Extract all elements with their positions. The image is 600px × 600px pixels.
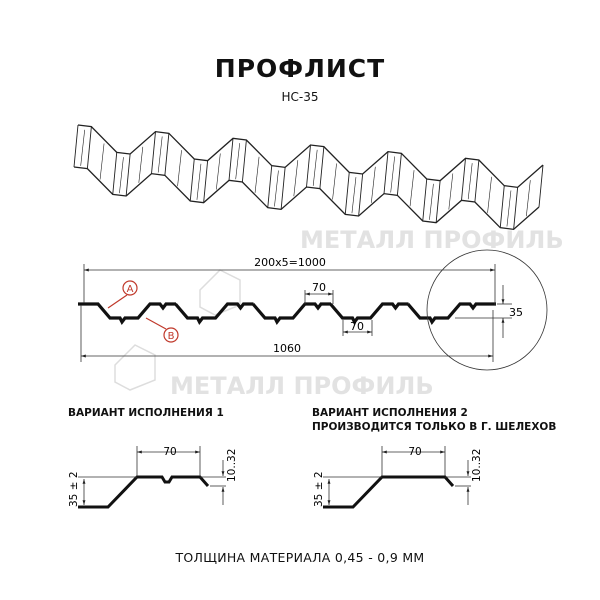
variant-1-caption: ВАРИАНТ ИСПОЛНЕНИЯ 1 (68, 407, 224, 419)
page-title: ПРОФЛИСТ (214, 54, 386, 83)
detail-circle (426, 249, 548, 371)
v1-dim-height: 35 ± 2 (68, 471, 80, 507)
watermark-text: МЕТАЛЛ ПРОФИЛЬ (170, 372, 434, 400)
variant-2-note: ПРОИЗВОДИТСЯ ТОЛЬКО В Г. ШЕЛЕХОВ (312, 421, 557, 433)
variant-1-detail (78, 446, 226, 509)
v2-dim-flat: 70 (408, 446, 421, 458)
profile-code: НС-35 (281, 90, 319, 104)
marker-b: B (168, 331, 175, 342)
profile-fragment (78, 475, 210, 509)
dim-height: 35 (509, 306, 523, 319)
dim-bottom-flat: 70 (350, 320, 364, 333)
watermark-text: МЕТАЛЛ ПРОФИЛЬ (300, 226, 564, 254)
v2-dim-edge: 10..32 (471, 449, 483, 482)
profile-fragment (323, 475, 455, 509)
v1-dim-flat: 70 (163, 446, 176, 458)
dim-pitch: 200x5=1000 (254, 256, 326, 269)
v1-dim-edge: 10..32 (226, 449, 238, 482)
dim-top-flat: 70 (312, 281, 326, 294)
profile-section (78, 302, 496, 326)
sheet-3d-view (73, 124, 544, 231)
marker-a: A (127, 284, 134, 295)
variant-2-detail (323, 446, 471, 509)
dim-width: 1060 (273, 342, 301, 355)
v2-dim-height: 35 ± 2 (313, 471, 325, 507)
material-thickness: ТОЛЩИНА МАТЕРИАЛА 0,45 - 0,9 ММ (175, 550, 425, 565)
variant-2-caption: ВАРИАНТ ИСПОЛНЕНИЯ 2 (312, 407, 468, 419)
